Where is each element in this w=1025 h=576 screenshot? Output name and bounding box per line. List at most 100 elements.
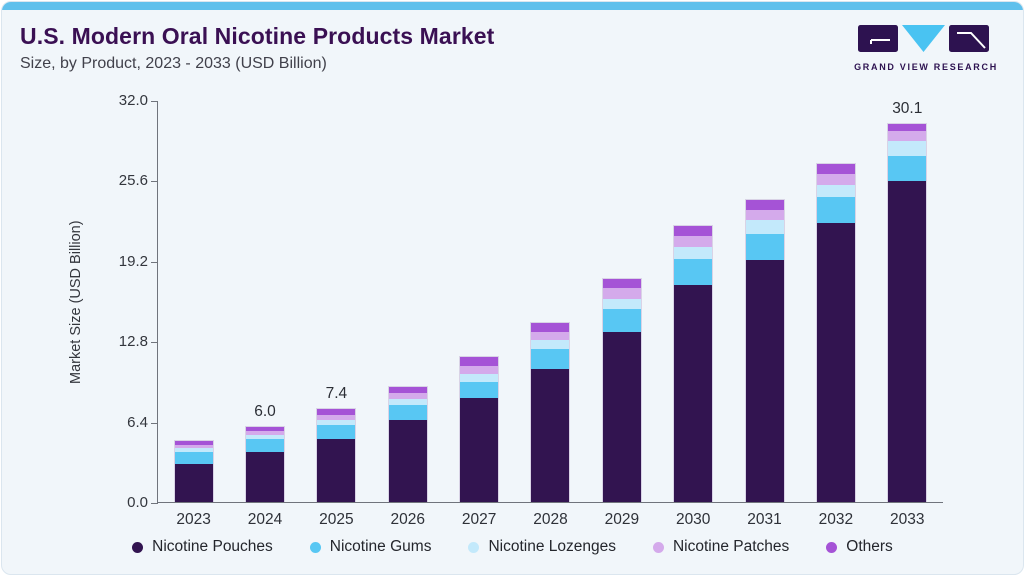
bar-stack-2025 <box>316 408 357 502</box>
bar-segment-others-2026 <box>388 387 427 394</box>
bar-segment-nicotine-lozenges-2028 <box>531 340 570 350</box>
bar-segment-nicotine-gums-2026 <box>388 404 427 421</box>
legend-label-others: Others <box>846 538 893 555</box>
title-block: U.S. Modern Oral Nicotine Products Marke… <box>20 23 494 73</box>
y-axis-title: Market Size (USD Billion) <box>68 220 84 384</box>
bar-stack-2030 <box>673 224 714 502</box>
bar-segment-nicotine-lozenges-2030 <box>674 246 713 259</box>
grand-view-research-logo: GRAND VIEW RESEARCH <box>851 23 1001 72</box>
legend-label-nicotine-pouches: Nicotine Pouches <box>152 538 273 555</box>
bar-segment-nicotine-pouches-2026 <box>388 420 427 502</box>
bar-stack-2023 <box>173 439 214 502</box>
bar-group-2027: 2027 <box>443 101 514 528</box>
bar-group-2031: 2031 <box>729 101 800 528</box>
bar-group-2029: 2029 <box>586 101 657 528</box>
bar-segment-nicotine-pouches-2028 <box>531 368 570 502</box>
bar-segment-nicotine-lozenges-2029 <box>602 298 641 309</box>
bar-segment-nicotine-pouches-2023 <box>174 463 213 502</box>
bar-segment-nicotine-patches-2030 <box>674 235 713 247</box>
y-tick-label-0.0: 0.0 <box>127 494 148 511</box>
x-tick-label-2025: 2025 <box>319 511 354 528</box>
bar-stack-2024 <box>245 425 286 502</box>
bar-total-label-2024: 6.0 <box>254 402 276 420</box>
bar-segment-nicotine-gums-2030 <box>674 258 713 285</box>
legend-label-nicotine-gums: Nicotine Gums <box>329 538 432 555</box>
bar-group-2032: 2032 <box>800 101 871 528</box>
bar-segment-nicotine-pouches-2033 <box>888 181 927 502</box>
bar-segment-others-2033 <box>888 123 927 132</box>
bar-stack-2029 <box>601 278 642 502</box>
bar-segment-nicotine-lozenges-2023 <box>174 448 213 452</box>
bar-group-2026: 2026 <box>372 101 443 528</box>
legend-item-nicotine-gums: Nicotine Gums <box>309 538 432 556</box>
bar-segment-nicotine-gums-2025 <box>317 424 356 439</box>
y-tick-label-19.2: 19.2 <box>118 252 148 270</box>
x-tick-label-2031: 2031 <box>747 511 782 528</box>
y-tick-mark-25.6 <box>151 181 158 183</box>
bar-stack-2028 <box>530 321 571 502</box>
bar-segment-nicotine-lozenges-2026 <box>388 398 427 405</box>
bar-segment-nicotine-lozenges-2031 <box>745 220 784 235</box>
x-tick-label-2030: 2030 <box>675 511 711 528</box>
top-accent-strip <box>2 2 1023 10</box>
bar-group-2030: 2030 <box>658 101 729 528</box>
bar-total-label-2025: 7.4 <box>325 385 348 403</box>
bar-segment-nicotine-patches-2031 <box>745 210 784 221</box>
bar-segment-nicotine-patches-2029 <box>602 288 641 299</box>
gvr-logo-icon <box>858 25 989 52</box>
bar-segment-nicotine-patches-2026 <box>388 393 427 399</box>
bar-segment-others-2024 <box>246 426 285 431</box>
bar-segment-nicotine-pouches-2030 <box>674 284 713 502</box>
legend-item-nicotine-patches: Nicotine Patches <box>652 538 789 556</box>
y-tick-mark-32.0 <box>151 101 158 102</box>
legend-item-others: Others <box>826 538 893 556</box>
bar-stack-2027 <box>459 355 500 502</box>
legend-dot-nicotine-lozenges <box>468 541 480 553</box>
bar-segment-nicotine-lozenges-2027 <box>460 374 499 383</box>
y-tick-mark-19.2 <box>151 261 158 263</box>
bar-segment-nicotine-patches-2028 <box>531 332 570 341</box>
bar-total-label-2033: 30.1 <box>892 99 923 117</box>
x-tick-label-2023: 2023 <box>176 511 211 528</box>
bar-segment-nicotine-gums-2024 <box>246 439 285 452</box>
bar-segment-nicotine-pouches-2029 <box>602 332 641 502</box>
bar-segment-others-2031 <box>745 200 784 211</box>
bar-stack-2033 <box>887 122 928 502</box>
legend-dot-nicotine-patches <box>652 541 664 553</box>
y-tick-mark-12.8 <box>151 342 158 344</box>
bar-group-2024: 6.0 2024 <box>229 101 300 528</box>
x-tick-label-2026: 2026 <box>390 511 425 528</box>
y-tick-label-32.0: 32.0 <box>118 92 148 109</box>
bar-segment-nicotine-pouches-2025 <box>317 438 356 502</box>
legend-dot-nicotine-pouches <box>132 541 144 553</box>
bar-segment-nicotine-gums-2027 <box>460 382 499 398</box>
bar-segment-nicotine-pouches-2027 <box>460 397 499 502</box>
bar-segment-nicotine-lozenges-2032 <box>816 185 855 198</box>
bar-segment-nicotine-pouches-2031 <box>745 259 784 502</box>
bar-segment-others-2027 <box>460 356 499 366</box>
page-title: U.S. Modern Oral Nicotine Products Marke… <box>20 23 495 49</box>
bar-segment-nicotine-pouches-2032 <box>816 223 855 502</box>
bar-segment-nicotine-gums-2028 <box>531 349 570 369</box>
bar-segment-others-2028 <box>531 322 570 333</box>
legend-item-nicotine-pouches: Nicotine Pouches <box>132 538 273 556</box>
bar-segment-nicotine-patches-2032 <box>816 174 855 186</box>
bar-stack-2026 <box>387 386 428 502</box>
bar-segment-nicotine-gums-2029 <box>602 308 641 333</box>
bar-segment-nicotine-gums-2033 <box>888 155 927 182</box>
bar-segment-others-2032 <box>816 164 855 175</box>
bar-stack-2032 <box>815 163 856 502</box>
bar-group-2033: 30.1 2033 <box>872 99 943 528</box>
bar-segment-nicotine-patches-2027 <box>460 365 499 375</box>
legend-item-nicotine-lozenges: Nicotine Lozenges <box>468 538 616 556</box>
bar-segment-nicotine-lozenges-2033 <box>888 140 927 156</box>
y-tick-label-25.6: 25.6 <box>118 172 148 190</box>
bar-segment-nicotine-patches-2024 <box>246 430 285 436</box>
legend-label-nicotine-lozenges: Nicotine Lozenges <box>488 538 616 555</box>
bar-segment-others-2029 <box>602 279 641 289</box>
bar-segment-nicotine-gums-2032 <box>816 197 855 224</box>
bar-segment-nicotine-pouches-2024 <box>246 451 285 502</box>
x-tick-label-2029: 2029 <box>604 511 640 528</box>
x-tick-label-2028: 2028 <box>533 511 568 528</box>
